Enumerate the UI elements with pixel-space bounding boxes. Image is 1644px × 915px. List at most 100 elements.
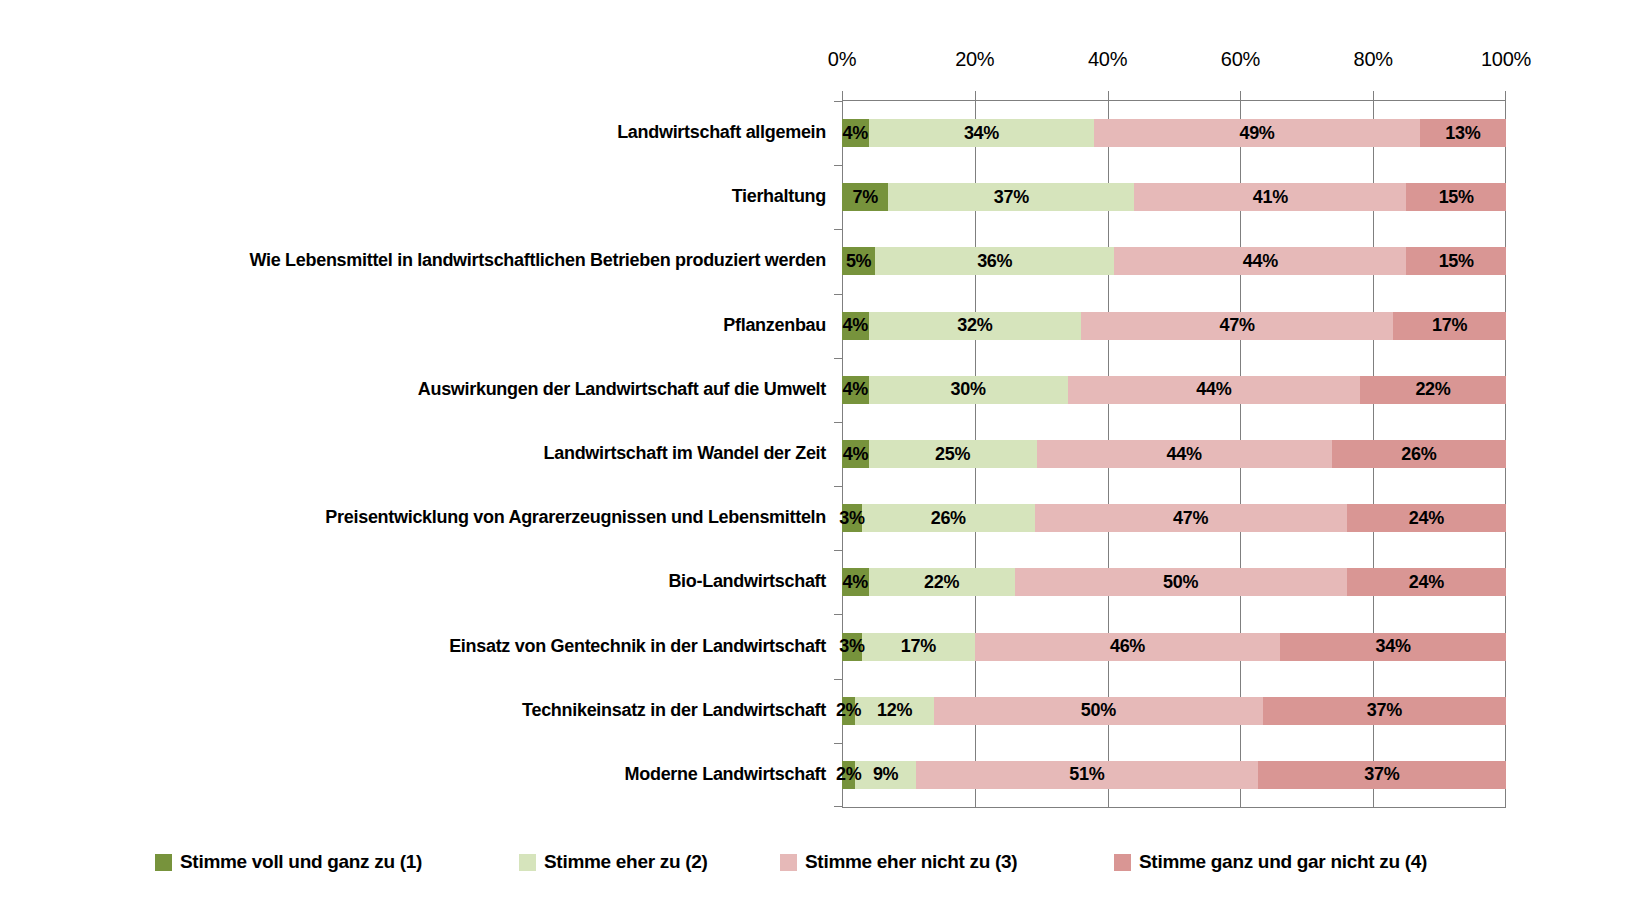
bar-row: 4% 34% 49% 13% [842,119,1506,147]
bar-segment-3: 50% [934,697,1263,725]
axis-tick [975,91,976,101]
bar-segment-2: 25% [869,440,1037,468]
bar-segment-4: 15% [1406,247,1506,275]
bar-value-label: 22% [1415,379,1450,400]
bar-value-label: 44% [1196,379,1231,400]
bar-segment-4: 17% [1393,312,1506,340]
bar-segment-1: 7% [842,183,888,211]
bar-segment-4: 13% [1420,119,1506,147]
category-label: Wie Lebensmittel in landwirtschaftlichen… [0,248,826,272]
bar-value-label: 47% [1220,315,1255,336]
bar-value-label: 36% [977,251,1012,272]
bar-value-label: 3% [839,636,864,657]
bar-segment-1: 5% [842,247,875,275]
legend-item: Stimme eher zu (2) [519,848,708,876]
bar-row: 4% 25% 44% 26% [842,440,1506,468]
bar-value-label: 37% [994,187,1029,208]
legend-label: Stimme ganz und gar nicht zu (4) [1139,851,1427,873]
bar-value-label: 4% [843,123,868,144]
bar-value-label: 17% [901,636,936,657]
bar-value-label: 49% [1239,123,1274,144]
bar-segment-1: 4% [842,119,869,147]
legend-marker-icon [155,854,172,871]
category-label: Preisentwicklung von Agrarerzeugnissen u… [0,505,826,529]
bar-segment-3: 41% [1134,183,1406,211]
x-axis-label: 40% [1058,46,1158,72]
legend-label: Stimme voll und ganz zu (1) [180,851,422,873]
bar-segment-2: 32% [869,312,1081,340]
bar-segment-3: 47% [1081,312,1393,340]
bar-value-label: 4% [843,572,868,593]
category-axis-tick [834,743,842,744]
bar-segment-2: 30% [869,376,1068,404]
bar-segment-3: 49% [1094,119,1419,147]
bar-segment-3: 51% [916,761,1258,789]
legend-label: Stimme eher nicht zu (3) [805,851,1017,873]
bar-row: 7% 37% 41% 15% [842,183,1506,211]
bar-value-label: 2% [836,700,861,721]
bar-segment-1: 2% [842,761,855,789]
bar-segment-4: 26% [1332,440,1506,468]
bar-row: 5% 36% 44% 15% [842,247,1506,275]
bar-value-label: 4% [843,444,868,465]
bar-value-label: 37% [1367,700,1402,721]
bar-segment-2: 12% [855,697,934,725]
category-axis-tick [834,806,842,807]
bar-value-label: 50% [1081,700,1116,721]
bar-segment-2: 34% [869,119,1095,147]
bar-value-label: 24% [1409,508,1444,529]
bar-value-label: 44% [1166,444,1201,465]
x-axis-label: 0% [792,46,892,72]
bar-segment-3: 46% [975,633,1280,661]
bar-segment-3: 44% [1068,376,1360,404]
category-axis-tick [834,294,842,295]
bar-segment-2: 17% [862,633,975,661]
bar-value-label: 34% [964,123,999,144]
legend-item: Stimme ganz und gar nicht zu (4) [1114,848,1427,876]
bar-value-label: 50% [1163,572,1198,593]
legend-label: Stimme eher zu (2) [544,851,708,873]
bar-segment-4: 15% [1406,183,1506,211]
category-label: Moderne Landwirtschaft [0,762,826,786]
legend-item: Stimme voll und ganz zu (1) [155,848,422,876]
category-label: Technikeinsatz in der Landwirtschaft [0,698,826,722]
bar-segment-2: 37% [888,183,1134,211]
bar-value-label: 47% [1173,508,1208,529]
legend-marker-icon [1114,854,1131,871]
bar-value-label: 15% [1439,251,1474,272]
bar-value-label: 44% [1243,251,1278,272]
bar-segment-1: 3% [842,504,862,532]
axis-tick [1240,91,1241,101]
category-axis-tick [834,486,842,487]
bar-value-label: 22% [924,572,959,593]
bar-segment-2: 22% [869,568,1015,596]
x-axis-label: 100% [1456,46,1556,72]
bar-segment-1: 4% [842,312,869,340]
bar-row: 4% 30% 44% 22% [842,376,1506,404]
bar-segment-3: 50% [1015,568,1347,596]
category-axis-tick [834,229,842,230]
category-axis-tick [834,550,842,551]
axis-tick [842,91,843,101]
bar-value-label: 13% [1445,123,1480,144]
bar-segment-4: 37% [1258,761,1506,789]
bar-value-label: 46% [1110,636,1145,657]
chart-canvas: 0%20%40%60%80%100% 4%34%49%13%7%37%41%15… [0,0,1644,915]
bar-value-label: 3% [839,508,864,529]
legend: Stimme voll und ganz zu (1) Stimme eher z… [0,848,1644,876]
x-axis-label: 20% [925,46,1025,72]
bar-value-label: 4% [843,379,868,400]
category-label: Bio-Landwirtschaft [0,569,826,593]
bar-value-label: 7% [853,187,878,208]
category-label: Tierhaltung [0,184,826,208]
category-axis-tick [834,165,842,166]
bar-value-label: 9% [873,764,898,785]
bar-value-label: 12% [877,700,912,721]
bar-row: 3%26%47%24% [842,504,1506,532]
bar-value-label: 15% [1439,187,1474,208]
bar-segment-4: 37% [1263,697,1506,725]
bar-value-label: 30% [951,379,986,400]
bar-value-label: 25% [935,444,970,465]
category-axis-tick [834,358,842,359]
bar-segment-1: 3% [842,633,862,661]
